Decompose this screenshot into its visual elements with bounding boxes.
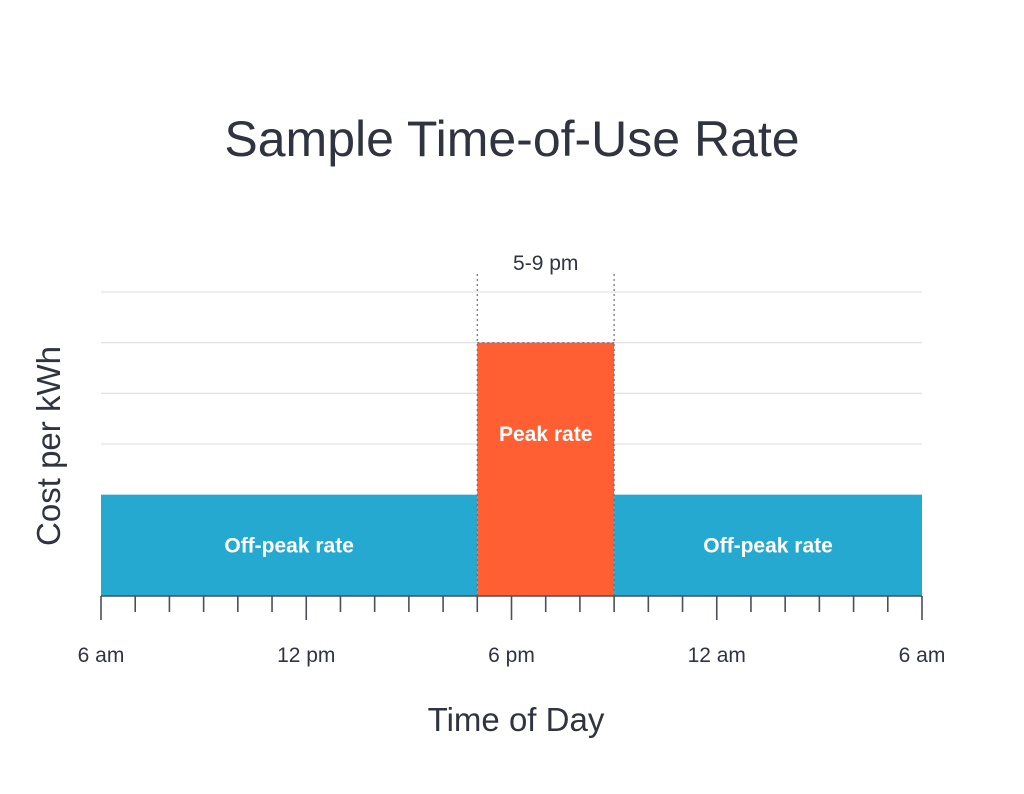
x-tick-label-2: 6 pm bbox=[488, 644, 535, 667]
segment-bar-1 bbox=[477, 342, 615, 596]
x-axis: 6 am 12 pm 6 pm 12 am 6 am bbox=[78, 595, 946, 667]
x-tick-label-4: 6 am bbox=[899, 644, 946, 667]
rate-segments: Off-peak rate Peak rate Off-peak rate bbox=[101, 342, 922, 596]
y-axis-title: Cost per kWh bbox=[30, 346, 67, 546]
peak-window-guides: 5-9 pm bbox=[476, 252, 615, 596]
segment-label-0: Off-peak rate bbox=[224, 534, 354, 557]
segment-bar-0 bbox=[101, 494, 478, 596]
chart-title: Sample Time-of-Use Rate bbox=[224, 111, 799, 167]
x-axis-title: Time of Day bbox=[428, 701, 605, 738]
segment-bar-2 bbox=[614, 494, 922, 596]
segment-label-1: Peak rate bbox=[499, 423, 592, 446]
x-tick-label-3: 12 am bbox=[688, 644, 746, 667]
segment-label-2: Off-peak rate bbox=[703, 534, 833, 557]
x-tick-label-0: 6 am bbox=[78, 644, 125, 667]
annotation-peak-window: 5-9 pm bbox=[513, 252, 578, 275]
x-tick-label-1: 12 pm bbox=[277, 644, 335, 667]
